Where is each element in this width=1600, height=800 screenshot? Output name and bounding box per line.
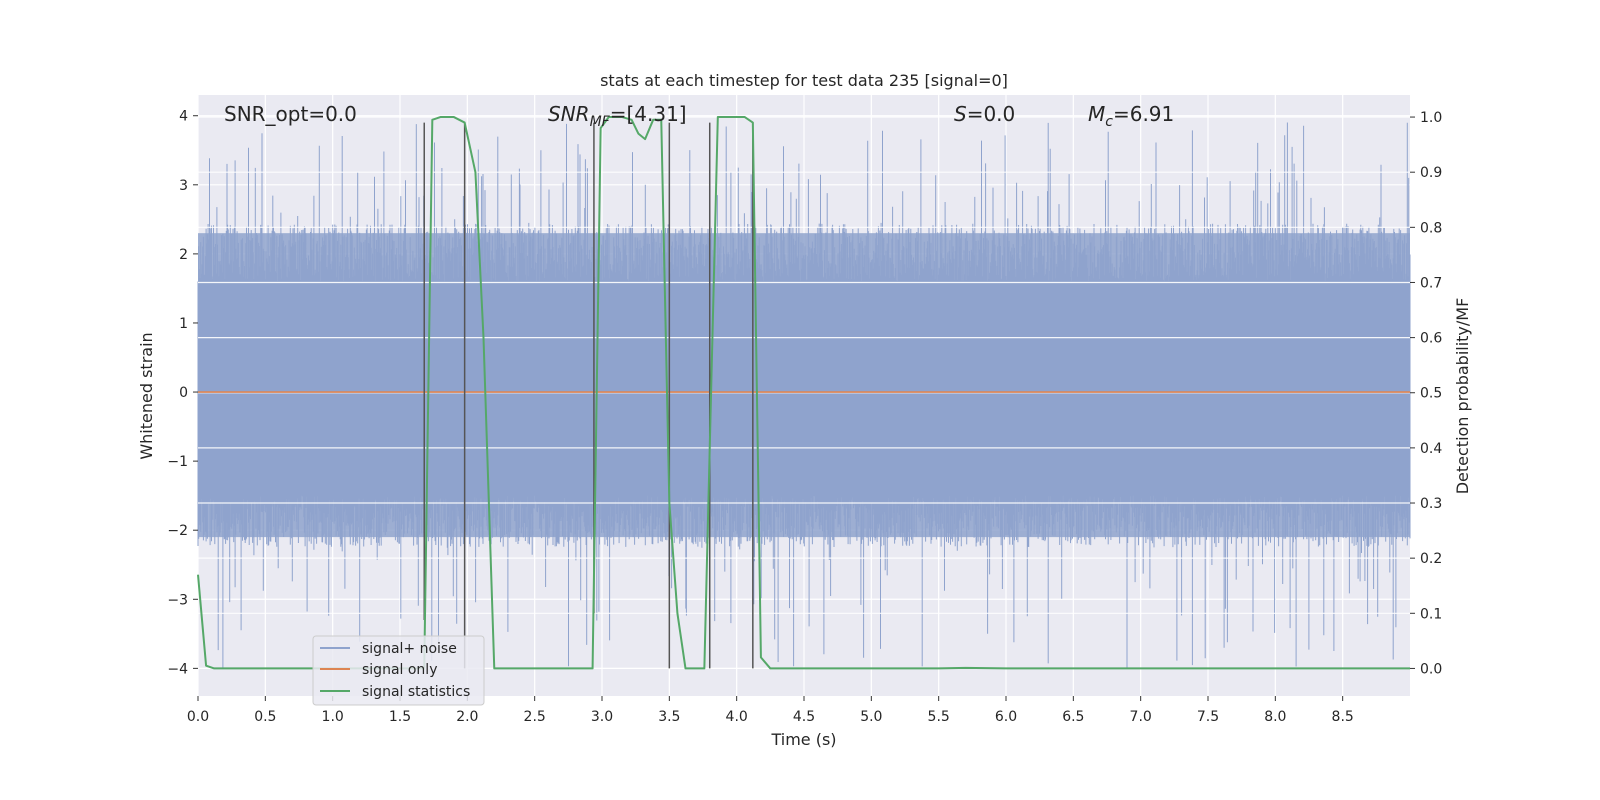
x-tick-label: 4.5 [793, 709, 815, 725]
y-tick-label-left: 3 [179, 178, 188, 194]
mc-subscript: c [1105, 114, 1113, 130]
x-tick-label: 4.0 [726, 709, 748, 725]
y-tick-label-left: 4 [179, 109, 188, 125]
chart-title: stats at each timestep for test data 235… [600, 71, 1008, 90]
snr-mf-subscript: MF [590, 114, 611, 130]
x-tick-label: 1.0 [322, 709, 344, 725]
snr-mf-annotation: SNRMF=[4.31] [548, 102, 687, 130]
y-tick-label-left: −1 [167, 454, 188, 470]
x-tick-label: 3.0 [591, 709, 613, 725]
x-tick-label: 3.5 [658, 709, 680, 725]
marker-lines [423, 122, 754, 669]
y-tick-label-left: −2 [167, 523, 188, 539]
x-tick-label: 2.5 [524, 709, 546, 725]
y-tick-label-right: 0.7 [1420, 275, 1442, 291]
y-axis-label-right: Detection probability/MF [1453, 298, 1472, 495]
x-axis-label: Time (s) [770, 730, 836, 749]
snr-opt-annotation: SNR_opt=0.0 [224, 102, 357, 126]
y-tick-label-left: 1 [179, 316, 188, 332]
x-tick-label: 0.5 [254, 709, 276, 725]
mc-annotation: Mc=6.91 [1088, 102, 1174, 130]
y-tick-label-right: 0.1 [1420, 606, 1442, 622]
y-axis-label-left: Whitened strain [137, 332, 156, 459]
x-tick-label: 5.5 [928, 709, 950, 725]
mc-value: =6.91 [1113, 102, 1174, 126]
y-tick-label-right: 0.0 [1420, 661, 1442, 677]
y-tick-label-right: 0.3 [1420, 496, 1442, 512]
noise-trace [197, 122, 1411, 669]
snr-mf-value: =[4.31] [610, 102, 687, 126]
y-tick-label-left: 2 [179, 247, 188, 263]
y-tick-label-left: −3 [167, 592, 188, 608]
y-tick-label-right: 0.8 [1420, 220, 1442, 236]
legend-box [312, 635, 485, 706]
y-tick-label-right: 0.4 [1420, 441, 1442, 457]
y-tick-label-right: 0.6 [1420, 331, 1442, 347]
y-tick-label-left: 0 [179, 385, 188, 401]
x-tick-label: 8.5 [1332, 709, 1354, 725]
x-tick-label: 6.5 [1062, 709, 1084, 725]
y-tick-label-right: 1.0 [1420, 110, 1442, 126]
s-value: =0.0 [967, 102, 1016, 126]
x-tick-label: 7.0 [1130, 709, 1152, 725]
s-annotation: S=0.0 [954, 102, 1015, 126]
y-tick-label-right: 0.9 [1420, 165, 1442, 181]
x-tick-label: 1.5 [389, 709, 411, 725]
x-tick-label: 7.5 [1197, 709, 1219, 725]
legend: signal+ noise signal only signal statist… [312, 635, 485, 706]
y-tick-label-left: −4 [167, 661, 188, 677]
x-tick-label: 5.0 [860, 709, 882, 725]
y-tick-label-right: 0.2 [1420, 551, 1442, 567]
x-tick-label: 2.0 [456, 709, 478, 725]
signal-statistics-line [197, 116, 1410, 670]
legend-label-signal-noise: signal+ noise [362, 641, 457, 657]
y-tick-label-right: 0.5 [1420, 386, 1442, 402]
x-tick-label: 6.0 [995, 709, 1017, 725]
legend-label-signal-statistics: signal statistics [362, 684, 470, 700]
axis-ticks: 0.0 0.5 1.0 1.5 2.0 2.5 3.0 3.5 4.0 4.5 5.0 5.5 6.0 6… [167, 109, 1442, 725]
snr-mf-label: SNR [548, 102, 590, 126]
legend-label-signal-only: signal only [362, 662, 437, 678]
signal-statistics-series [197, 116, 1410, 670]
s-label: S [954, 102, 967, 126]
signal-noise-series [197, 122, 1411, 669]
mc-label: M [1088, 102, 1105, 126]
x-tick-label: 8.0 [1264, 709, 1286, 725]
x-tick-label: 0.0 [187, 709, 209, 725]
